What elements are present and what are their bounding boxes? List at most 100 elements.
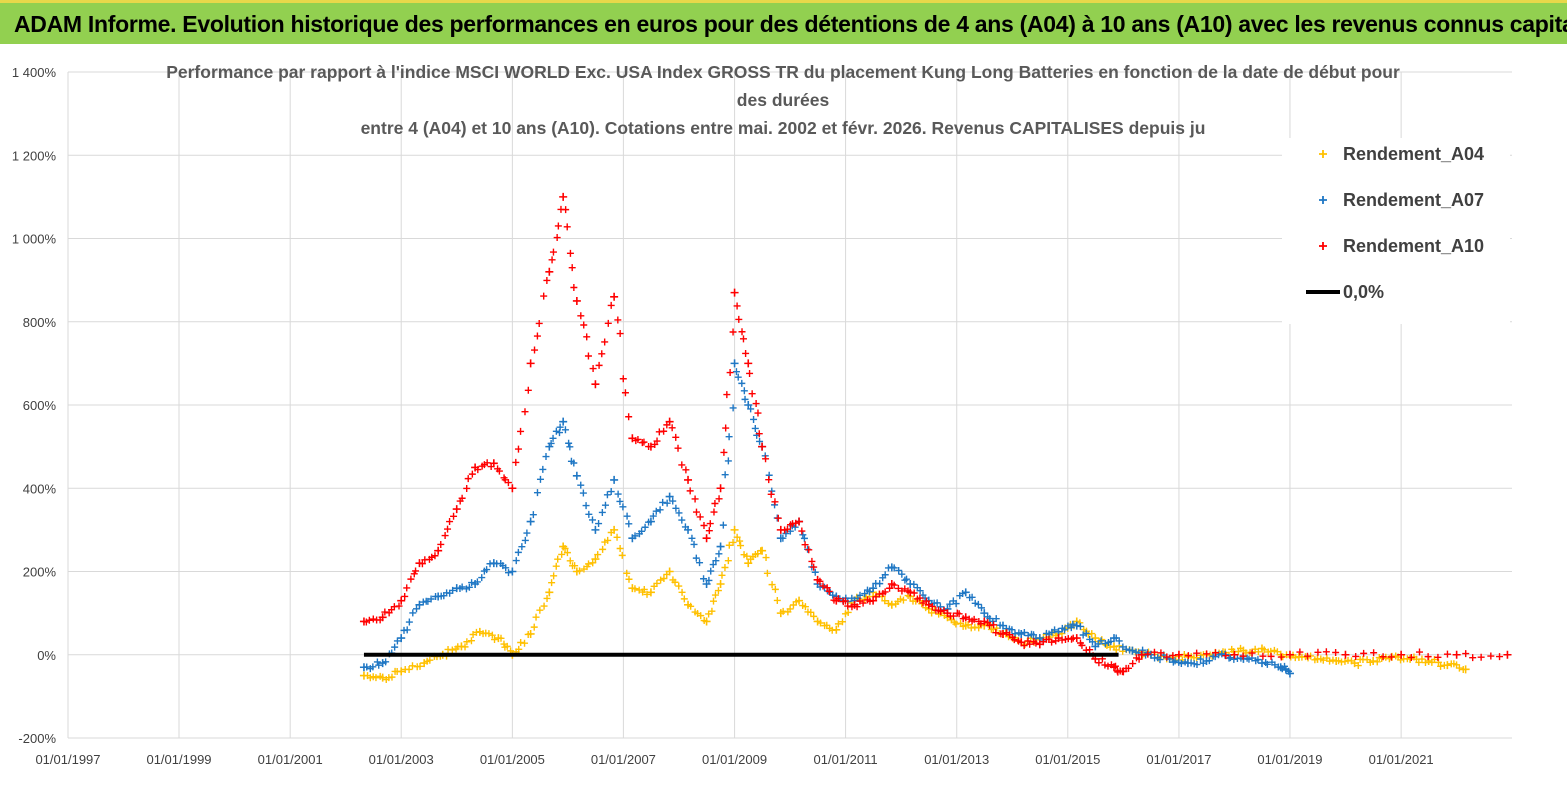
rendement-a07-point [869,564,892,593]
rendement-a04-point [545,550,566,597]
rendement-a10-point [415,552,439,568]
chart-legend: Rendement_A04 Rendement_A07 Rendement_A10 0… [1282,138,1510,324]
rendement-a10-point [559,192,578,292]
rendement-a04-point [559,542,579,570]
rendement-a10-point [591,301,615,389]
chart-title-line-1: Performance par rapport à l'indice MSCI … [166,62,1400,82]
legend-swatch-rendement-a07 [1319,196,1327,204]
rendement-a07-point [545,423,564,451]
rendement-a07-point [471,560,494,588]
rendement-a10-point [961,613,985,628]
rendement-a10-point [832,595,856,611]
x-tick-label: 01/01/2019 [1257,752,1322,767]
x-axis-ticks: 01/01/1997 01/01/1999 01/01/2001 01/01/2003… [35,752,1433,767]
rendement-a04-point [1332,656,1355,666]
rendement-a10-point [758,442,782,522]
rendement-a10-point [887,579,912,595]
rendement-a04-point [702,587,722,626]
rendement-a04-point [397,662,424,676]
x-tick-label: 01/01/2005 [480,752,545,767]
x-tick-label: 01/01/2007 [591,752,656,767]
legend-swatch-rendement-a10 [1319,242,1327,250]
rendement-a10-point [776,519,800,534]
rendement-a10-point [744,359,763,438]
rendement-a10-point [434,512,458,555]
rendement-a07-point [744,401,764,445]
y-tick-label: 200% [23,565,57,580]
rendement-a07-point [508,529,531,576]
rendement-a10-point [628,434,653,451]
rendement-a07-point [1054,620,1077,636]
rendement-a07-point [434,586,457,601]
rendement-a10-point [1072,634,1097,660]
rendement-a04-point [475,627,499,644]
rendement-a04-point [646,570,671,597]
y-tick-label: -200% [18,731,56,746]
rendement-a04-point [776,598,800,618]
rendement-a10-point [1397,648,1451,661]
rendement-a04-point [526,594,551,638]
rendement-a10-point [813,575,838,604]
rendement-a04-point [1350,655,1374,670]
rendement-a10-point [924,600,948,615]
x-tick-label: 01/01/2003 [369,752,434,767]
rendement-a07-point [559,417,578,467]
rendement-a07-point [702,550,723,588]
legend-box [1282,138,1510,324]
legend-label: Rendement_A10 [1343,236,1484,256]
x-tick-label: 01/01/2017 [1146,752,1211,767]
rendement-a07-point [526,453,550,526]
rendement-a10-point [610,292,633,421]
chart-title-line-2: des durées [737,90,830,110]
rendement-a04-point [716,538,737,588]
y-tick-label: 1 200% [12,148,57,163]
rendement-a10-point [1035,635,1060,649]
rendement-a07-point [684,525,708,583]
x-tick-label: 01/01/1999 [146,752,211,767]
rendement-a10-point [1017,637,1040,650]
rendement-a04-point [1257,644,1281,656]
x-tick-label: 01/01/2009 [702,752,767,767]
rendement-a07-point [572,471,596,524]
rendement-a10-point [526,276,551,368]
performance-chart: -200% 0% 200% 400% 600% 800% 1 000% 1 200% 1 400… [0,44,1567,790]
y-axis-ticks: -200% 0% 200% 400% 600% 800% 1 000% 1 200% 1 400… [12,65,57,746]
rendement-a07-point [397,605,421,643]
chart-title: Performance par rapport à l'indice MSCI … [166,62,1400,138]
rendement-a07-point [850,586,874,605]
y-tick-label: 0% [37,648,56,663]
rendement-a10-point [684,475,708,529]
rendement-a07-point [489,559,513,577]
legend-label: Rendement_A04 [1343,144,1484,164]
rendement-a10-point [716,328,737,493]
x-tick-label: 01/01/2011 [814,752,878,767]
y-tick-label: 600% [23,398,57,413]
rendement-a10-point [489,459,512,487]
rendement-a10-point [1174,649,1230,660]
rendement-a07-point [646,498,671,526]
rendement-a10-point [471,459,495,474]
rendement-a10-point [359,615,384,626]
rendement-a10-point [1137,648,1177,661]
rendement-a10-point [572,296,597,373]
rendement-a10-point [665,417,690,474]
y-tick-label: 400% [23,481,57,496]
legend-label: 0,0% [1343,282,1384,302]
rendement-a10-point [702,495,723,543]
rendement-a04-point [378,667,401,684]
rendement-a10-point [1452,650,1504,662]
chart-title-line-3: entre 4 (A04) et 10 ans (A10). Cotations… [361,118,1206,138]
rendement-a04-point [359,671,384,682]
rendement-a07-point [1285,669,1294,678]
rendement-a07-point [1091,637,1115,651]
rendement-a10-point [1230,649,1285,661]
rendement-a07-point [961,588,986,612]
rendement-a07-point [1183,655,1207,669]
rendement-a10-point [1119,654,1143,676]
rendement-a10-point [906,588,930,607]
rendement-a10-point [869,584,894,605]
x-tick-label: 01/01/2013 [924,752,989,767]
y-tick-label: 1 400% [12,65,57,80]
rendement-a10-point [730,288,750,357]
rendement-a07-point [887,563,911,584]
